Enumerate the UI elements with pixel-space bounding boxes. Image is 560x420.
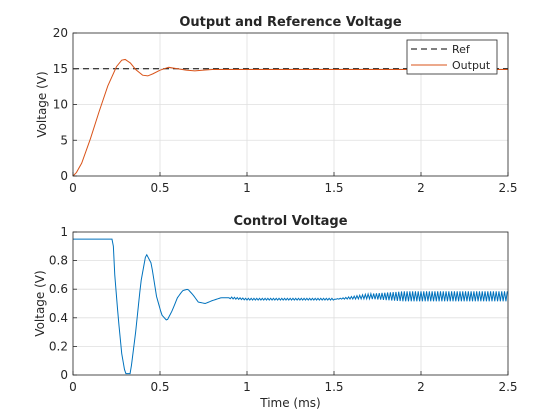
chart-title: Control Voltage: [233, 214, 347, 229]
y-tick-label: 0.2: [49, 339, 68, 353]
x-tick-label: 2.5: [498, 380, 517, 394]
control-voltage-axes: 0 0.5 1 1.5 2 2.5 0 0.2 0.4 0.6 0.8 1 Control Volta…: [33, 214, 518, 410]
x-tick-label: 1: [243, 181, 251, 195]
legend-box: [406, 39, 498, 75]
plot-area: [73, 238, 508, 375]
series-line-output: [72, 58, 508, 177]
y-tick-label: 0.6: [49, 282, 68, 296]
axes-box: [72, 231, 509, 376]
legend: Ref Output: [406, 39, 498, 75]
x-tick-label: 1.5: [324, 380, 343, 394]
output-reference-axes: 0 0.5 1 1.5 2 2.5 0 5 10 15 20 Output and Referenc…: [35, 15, 518, 195]
x-tick-label: 0: [69, 181, 77, 195]
y-tick-label: 0: [60, 169, 68, 183]
x-tick-label: 0.5: [150, 380, 169, 394]
chart-title: Output and Reference Voltage: [179, 15, 402, 30]
x-tick-label: 2: [417, 181, 425, 195]
y-tick-label: 10: [53, 98, 68, 112]
x-tick-label: 2: [417, 380, 425, 394]
legend-label-output: Output: [452, 59, 491, 72]
y-tick-label: 1: [60, 225, 68, 239]
x-tick-label: 1.5: [324, 181, 343, 195]
axes-background: [73, 232, 508, 375]
y-axis-label: Voltage (V): [33, 270, 47, 336]
y-tick-label: 0: [60, 368, 68, 382]
x-tick-label: 0: [69, 380, 77, 394]
y-tick-label: 0.8: [49, 254, 68, 268]
tick-labels: 0 0.5 1 1.5 2 2.5 0 5 10 15 20: [53, 26, 518, 195]
y-tick-label: 0.4: [49, 311, 68, 325]
y-axis-label: Voltage (V): [35, 71, 49, 137]
x-tick-label: 2.5: [498, 181, 517, 195]
tick-labels: 0 0.5 1 1.5 2 2.5 0 0.2 0.4 0.6 0.8 1: [49, 225, 518, 394]
x-tick-label: 1: [243, 380, 251, 394]
y-tick-label: 20: [53, 26, 68, 40]
legend-label-ref: Ref: [452, 43, 471, 56]
x-axis-label: Time (ms): [259, 396, 321, 410]
x-tick-label: 0.5: [150, 181, 169, 195]
y-tick-label: 5: [60, 133, 68, 147]
series-line-control: [73, 238, 508, 375]
y-tick-label: 15: [53, 62, 68, 76]
